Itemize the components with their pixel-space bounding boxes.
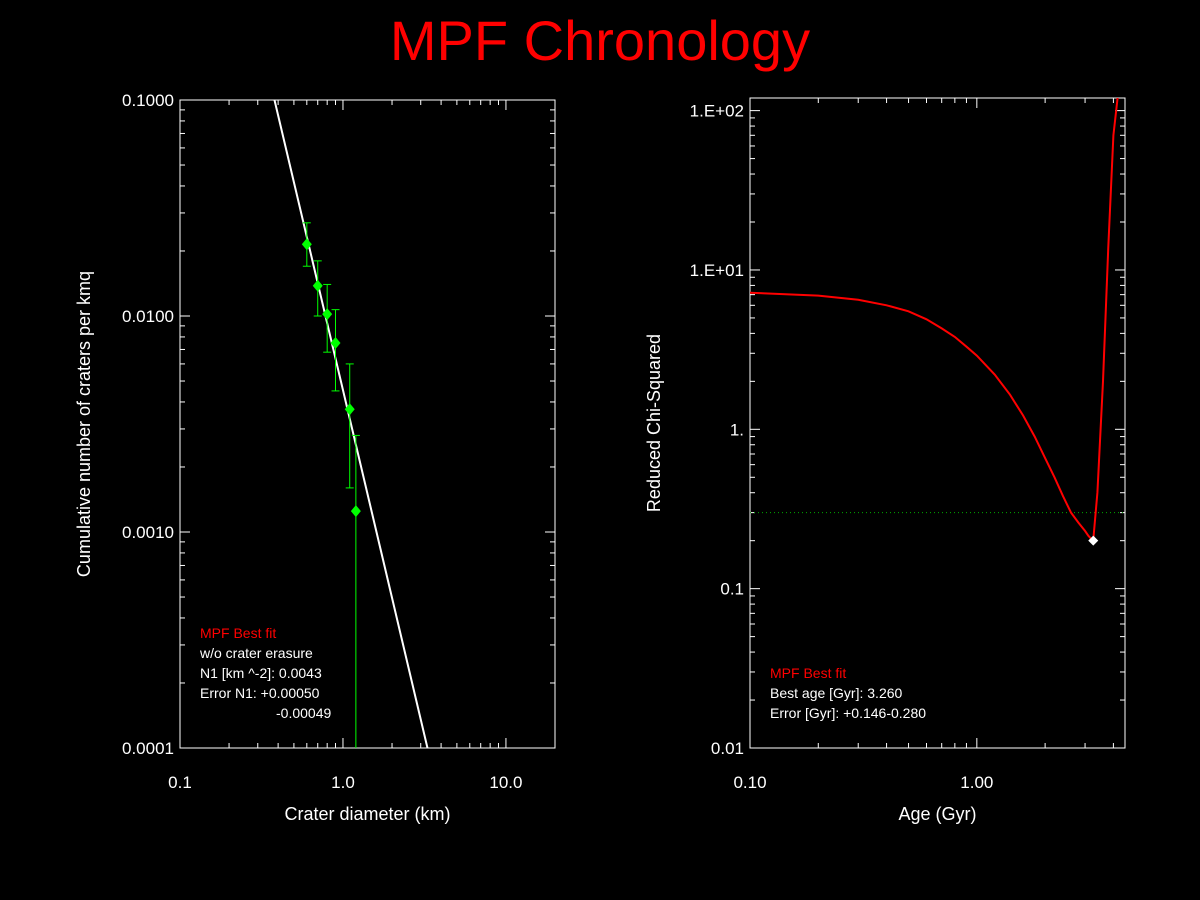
- left-y-tick-label: 0.1000: [122, 91, 174, 110]
- data-point: [312, 279, 323, 292]
- data-point: [301, 238, 312, 251]
- left-x-tick-label: 1.0: [331, 773, 355, 792]
- left-y-tick-label: 0.0010: [122, 523, 174, 542]
- left-y-tick-label: 0.0001: [122, 739, 174, 758]
- right-x-axis-label: Age (Gyr): [898, 804, 976, 824]
- right-plot-area: [750, 98, 1125, 546]
- right-annotation-line: Error [Gyr]: +0.146-0.280: [770, 705, 926, 721]
- right-annotation-heading: MPF Best fit: [770, 665, 846, 681]
- best-fit-point: [1088, 535, 1099, 546]
- right-y-tick-label: 1.E+01: [690, 261, 744, 280]
- data-point: [350, 505, 361, 518]
- data-point: [330, 336, 341, 349]
- chi-squared-curve: [750, 98, 1119, 543]
- left-annotation-line: -0.00049: [276, 705, 331, 721]
- chi-squared-chart: 0.10 1.00 0.01 0.1 1. 1.E+01 1.E+02 Age (Gyr) Re…: [644, 97, 1126, 824]
- right-y-tick-label: 0.1: [720, 580, 744, 599]
- right-x-tick-label: 1.00: [960, 773, 993, 792]
- right-y-tick-label: 1.: [730, 420, 744, 439]
- fit-line: [273, 100, 429, 748]
- left-annotation-line: w/o crater erasure: [199, 645, 313, 661]
- right-y-tick-label: 0.01: [711, 739, 744, 758]
- crater-size-frequency-chart: 0.1 1.0 10.0 0.0001 0.0010 0.0100 0.1000 Crater…: [74, 91, 556, 824]
- left-annotation-line: N1 [km ^-2]: 0.0043: [200, 665, 322, 681]
- right-x-tick-label: 0.10: [733, 773, 766, 792]
- left-annotation-heading: MPF Best fit: [200, 625, 276, 641]
- page-title: MPF Chronology: [389, 9, 811, 72]
- right-annotation-line: Best age [Gyr]: 3.260: [770, 685, 903, 701]
- left-y-tick-label: 0.0100: [122, 307, 174, 326]
- left-plot-area: [273, 100, 429, 748]
- left-y-axis-label: Cumulative number of craters per kmq: [74, 271, 94, 577]
- right-y-tick-label: 1.E+02: [690, 102, 744, 121]
- left-annotation-line: Error N1: +0.00050: [200, 685, 320, 701]
- data-point: [322, 308, 333, 321]
- right-y-axis-label: Reduced Chi-Squared: [644, 334, 664, 512]
- left-x-tick-label: 10.0: [489, 773, 522, 792]
- right-plot-frame: [749, 97, 1126, 749]
- left-plot-frame: [179, 99, 556, 749]
- left-x-axis-label: Crater diameter (km): [284, 804, 450, 824]
- left-x-tick-label: 0.1: [168, 773, 192, 792]
- data-point: [344, 403, 355, 416]
